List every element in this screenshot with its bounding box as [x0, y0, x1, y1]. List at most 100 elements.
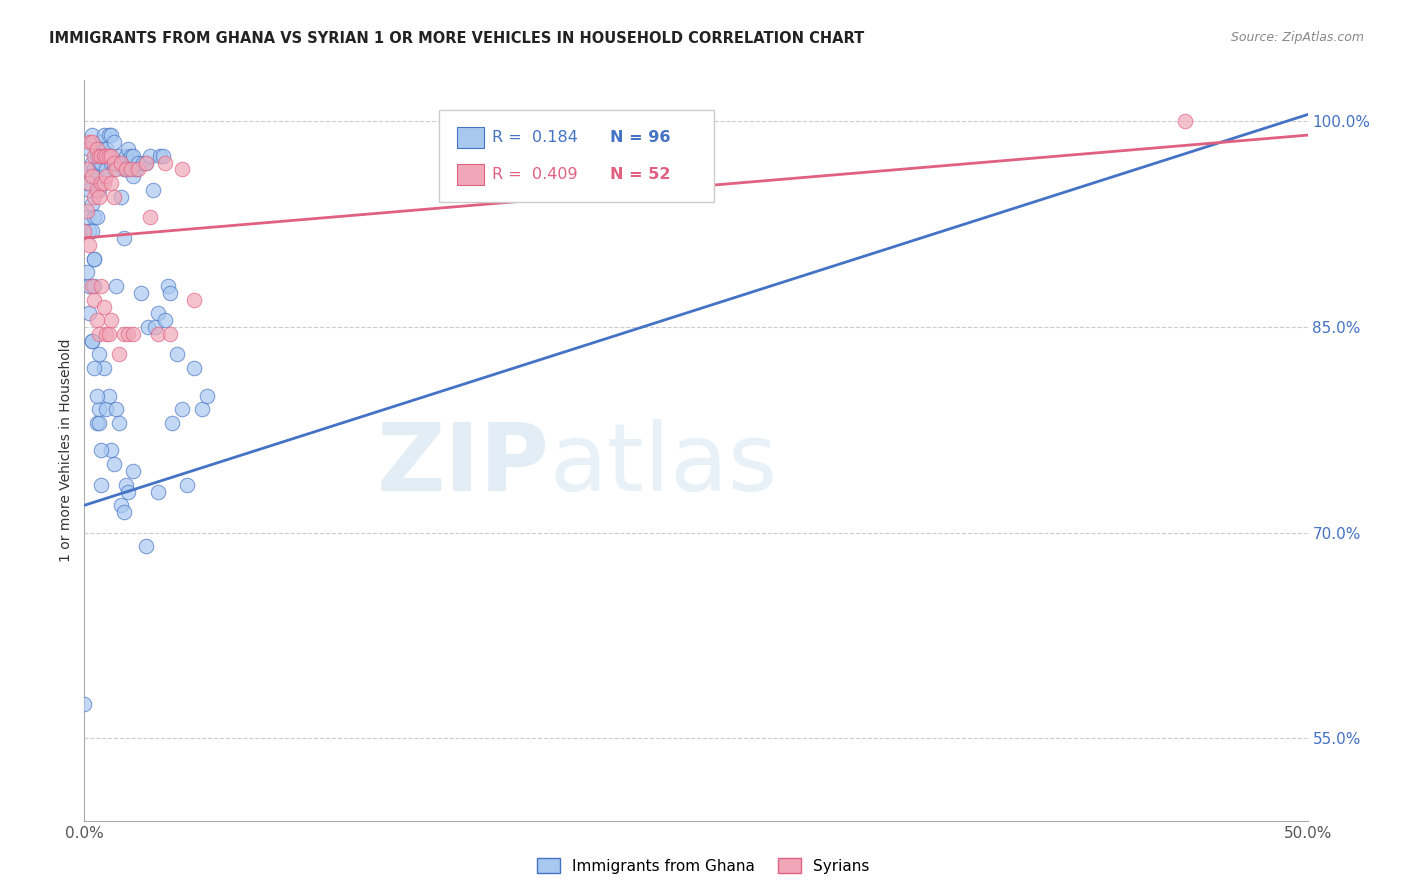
Point — [97, 149, 120, 163]
Point — [87, 142, 110, 156]
Point — [83, 279, 105, 293]
Point — [612, 114, 634, 128]
Point — [80, 334, 103, 348]
Point — [142, 183, 165, 197]
Point — [83, 149, 105, 163]
Point — [80, 196, 103, 211]
Point — [76, 265, 98, 279]
Point — [117, 142, 139, 156]
Point — [127, 155, 149, 169]
Point — [146, 306, 169, 320]
Point — [117, 326, 139, 341]
Point — [159, 285, 181, 300]
Point — [146, 326, 169, 341]
Text: ZIP: ZIP — [377, 419, 550, 511]
Point — [183, 293, 205, 307]
Point — [86, 183, 108, 197]
Point — [107, 416, 129, 430]
Point — [152, 149, 174, 163]
Point — [90, 149, 112, 163]
Point — [80, 334, 103, 348]
Point — [93, 128, 115, 142]
Point — [86, 169, 108, 184]
Point — [125, 162, 148, 177]
Point — [96, 149, 118, 163]
Point — [73, 697, 96, 711]
Point — [80, 135, 103, 149]
Text: R =  0.409: R = 0.409 — [492, 167, 578, 182]
Point — [83, 252, 105, 266]
Point — [122, 326, 145, 341]
Point — [93, 149, 115, 163]
Point — [76, 203, 98, 218]
Point — [135, 155, 157, 169]
Point — [96, 169, 118, 184]
Point — [139, 149, 162, 163]
Point — [135, 540, 157, 554]
Point — [149, 149, 172, 163]
Point — [87, 416, 110, 430]
Point — [110, 155, 132, 169]
Point — [143, 320, 166, 334]
Point — [80, 279, 103, 293]
Point — [87, 326, 110, 341]
Point — [120, 162, 142, 177]
Point — [76, 176, 98, 190]
Point — [97, 326, 120, 341]
Text: N = 52: N = 52 — [610, 167, 671, 182]
Point — [83, 361, 105, 376]
Point — [103, 155, 125, 169]
Point — [153, 155, 176, 169]
Point — [112, 162, 135, 177]
Point — [77, 237, 100, 252]
Point — [87, 190, 110, 204]
Point — [80, 224, 103, 238]
Point — [100, 155, 122, 169]
Point — [83, 293, 105, 307]
Point — [76, 211, 98, 225]
Point — [83, 252, 105, 266]
Point — [87, 183, 110, 197]
Point — [83, 162, 105, 177]
Point — [132, 155, 155, 169]
Point — [120, 149, 142, 163]
Point — [176, 477, 198, 491]
Y-axis label: 1 or more Vehicles in Household: 1 or more Vehicles in Household — [59, 339, 73, 562]
Point — [86, 313, 108, 327]
Point — [100, 176, 122, 190]
Point — [90, 176, 112, 190]
Point — [100, 128, 122, 142]
Point — [195, 389, 218, 403]
Point — [110, 498, 132, 512]
Point — [96, 162, 118, 177]
Point — [139, 211, 162, 225]
Point — [172, 162, 194, 177]
Point — [100, 443, 122, 458]
Point — [87, 402, 110, 417]
Point — [183, 361, 205, 376]
Point — [136, 320, 159, 334]
Point — [110, 155, 132, 169]
Point — [77, 224, 100, 238]
Point — [159, 326, 181, 341]
Text: IMMIGRANTS FROM GHANA VS SYRIAN 1 OR MORE VEHICLES IN HOUSEHOLD CORRELATION CHAR: IMMIGRANTS FROM GHANA VS SYRIAN 1 OR MOR… — [49, 31, 865, 46]
Point — [77, 306, 100, 320]
Bar — [457, 127, 484, 148]
Point — [73, 224, 96, 238]
Point — [117, 484, 139, 499]
Point — [146, 484, 169, 499]
Point — [107, 347, 129, 361]
Point — [86, 211, 108, 225]
Point — [100, 313, 122, 327]
Point — [112, 505, 135, 519]
Point — [107, 149, 129, 163]
Point — [87, 155, 110, 169]
Point — [122, 149, 145, 163]
Point — [105, 279, 128, 293]
Point — [80, 169, 103, 184]
Point — [1174, 114, 1197, 128]
Point — [86, 389, 108, 403]
Point — [166, 347, 188, 361]
Point — [115, 162, 138, 177]
Point — [77, 176, 100, 190]
